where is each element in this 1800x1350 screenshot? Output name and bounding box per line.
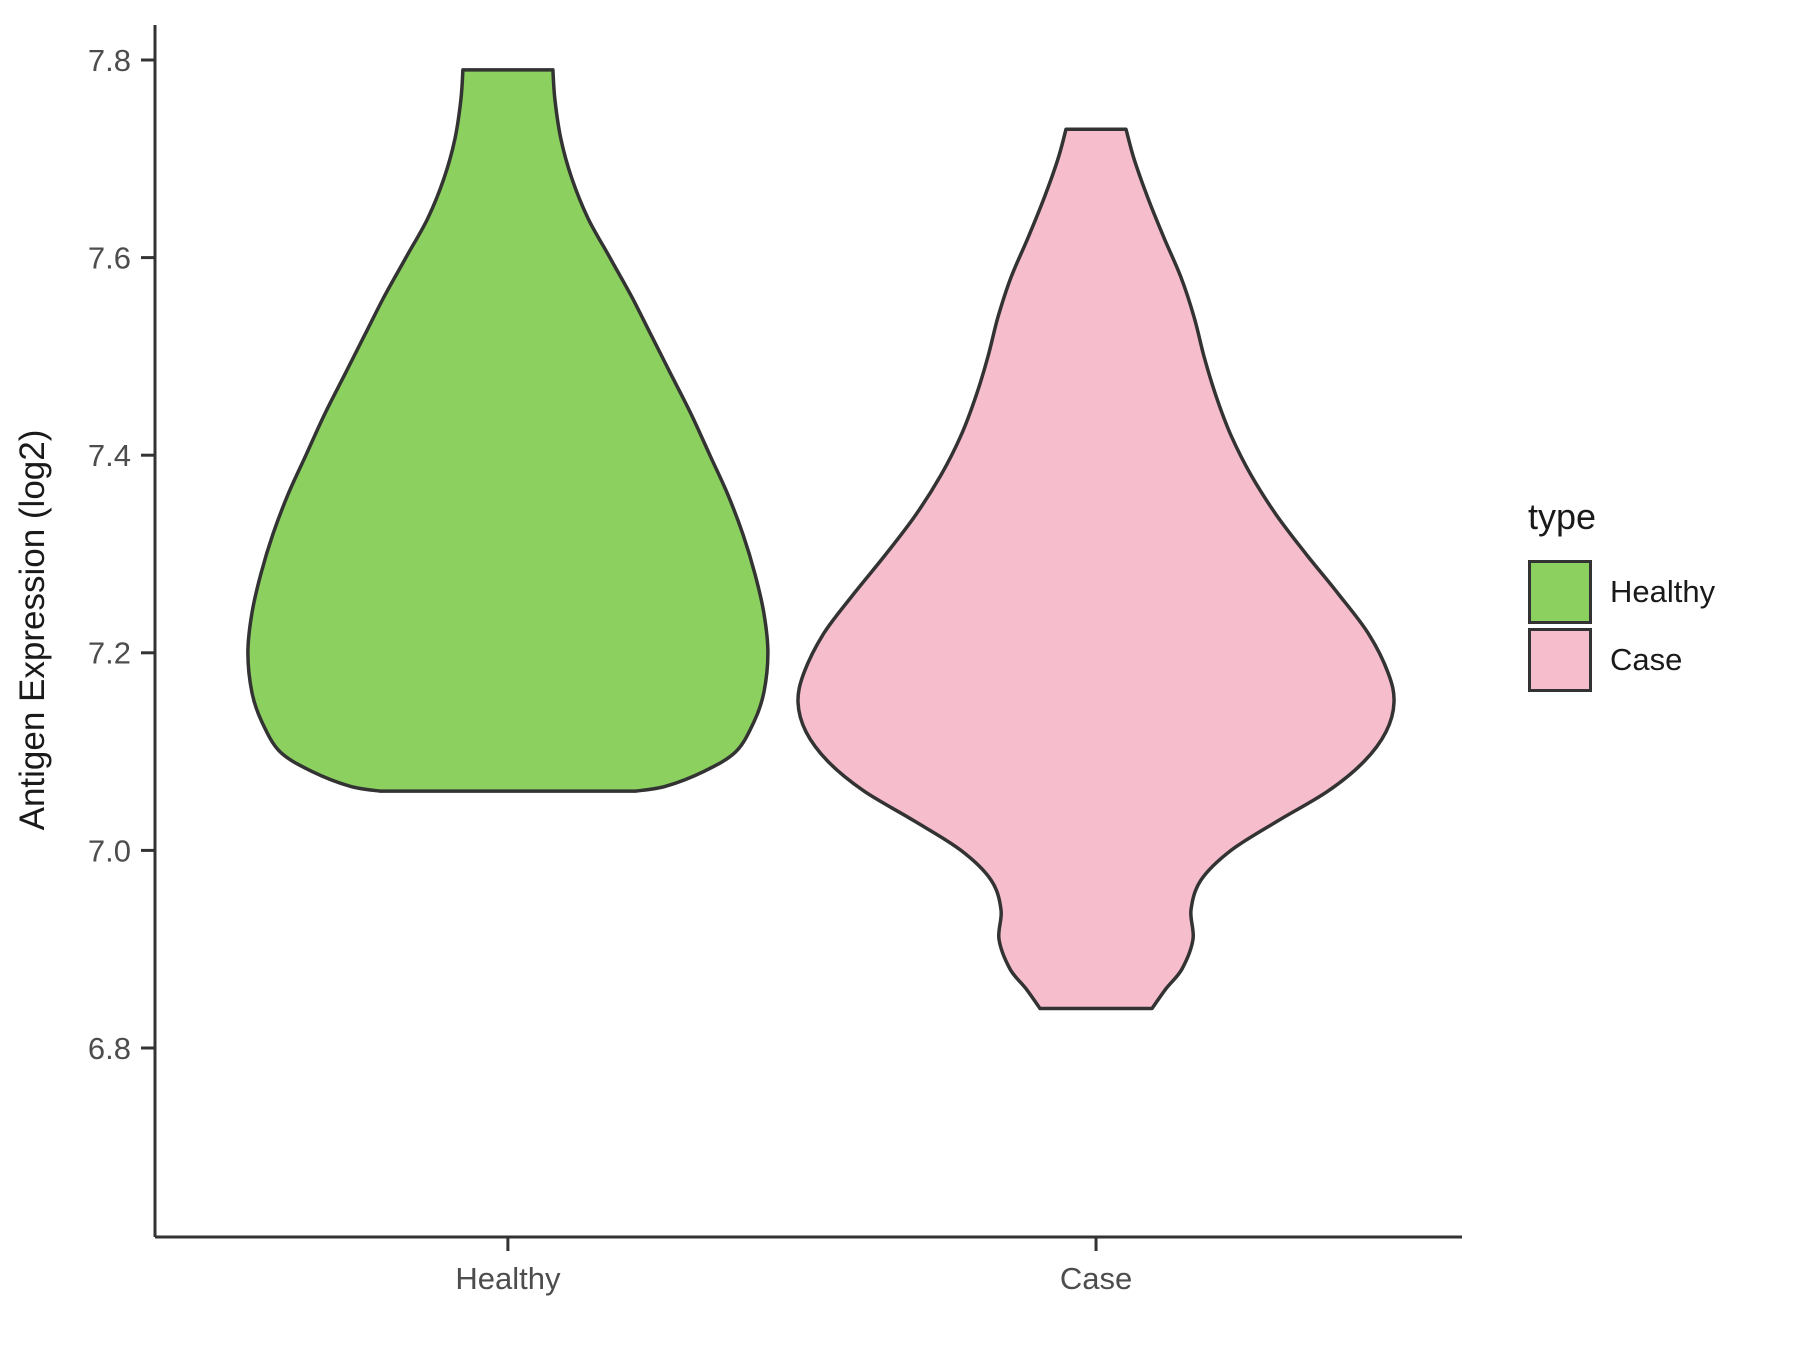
legend-label-case: Case	[1610, 642, 1683, 677]
x-tick-label: Case	[1060, 1261, 1132, 1296]
legend-label-healthy: Healthy	[1610, 574, 1716, 609]
x-tick-label: Healthy	[455, 1261, 561, 1296]
violin-healthy	[246, 68, 770, 793]
axes-layer: 7.8 7.6 7.4 7.2 7.0 6.8 Healthy Case	[88, 25, 1462, 1296]
legend-item-healthy: Healthy	[1528, 560, 1715, 624]
legend-title: type	[1528, 496, 1597, 537]
violin-layer	[246, 68, 1396, 1011]
y-tick-label: 7.8	[88, 43, 131, 78]
y-tick-label: 7.0	[88, 833, 131, 868]
legend-item-case: Case	[1528, 628, 1715, 692]
y-tick-label: 7.6	[88, 240, 131, 275]
y-axis-title: Antigen Expression (log2)	[13, 430, 52, 831]
y-tick-label: 6.8	[88, 1031, 131, 1066]
y-tick-label: 7.4	[88, 438, 131, 473]
legend-swatch-healthy	[1528, 560, 1592, 624]
violin-case	[796, 127, 1396, 1011]
legend: type Healthy Case	[1528, 496, 1715, 696]
y-tick-label: 7.2	[88, 636, 131, 671]
legend-swatch-case	[1528, 628, 1592, 692]
